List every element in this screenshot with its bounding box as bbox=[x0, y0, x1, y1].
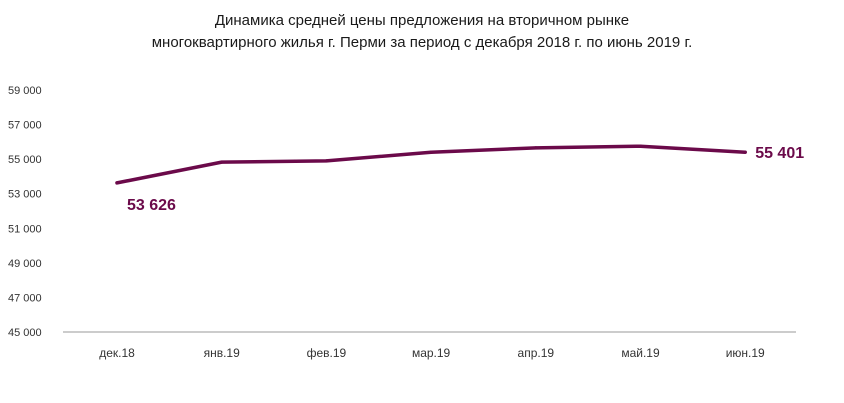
chart-title: Динамика средней цены предложения на вто… bbox=[0, 10, 844, 54]
x-tick-label: дек.18 bbox=[99, 346, 135, 360]
data-point bbox=[638, 144, 643, 148]
data-label: 55 401 bbox=[755, 145, 804, 162]
x-tick-label: май.19 bbox=[621, 346, 660, 360]
y-tick-label: 53 000 bbox=[8, 189, 42, 201]
data-point bbox=[220, 160, 224, 164]
series-layer bbox=[115, 144, 747, 185]
y-tick-label: 59 000 bbox=[8, 85, 42, 97]
y-tick-label: 57 000 bbox=[8, 120, 42, 132]
data-label: 53 626 bbox=[127, 197, 176, 214]
y-tick-label: 45 000 bbox=[8, 327, 42, 339]
x-tick-label: фев.19 bbox=[307, 346, 347, 360]
x-tick-label: апр.19 bbox=[518, 346, 555, 360]
chart-title-line-1: Динамика средней цены предложения на вто… bbox=[214, 12, 630, 29]
data-point bbox=[534, 146, 538, 150]
y-tick-label: 55 000 bbox=[8, 154, 42, 166]
x-tick-label: янв.19 bbox=[204, 346, 241, 360]
y-axis: 45 000 47 000 49 000 51 000 53 000 55 000 57 0… bbox=[8, 85, 42, 339]
x-axis: дек.18 янв.19 фев.19 мар.19 апр.19 май.19 июн.… bbox=[63, 331, 796, 360]
y-tick-label: 47 000 bbox=[8, 292, 42, 304]
data-point bbox=[324, 159, 328, 163]
chart-title-line-2: многоквартирного жилья г. Перми за перио… bbox=[151, 34, 693, 51]
x-tick-label: мар.19 bbox=[412, 346, 451, 360]
data-point bbox=[429, 150, 433, 154]
y-tick-label: 51 000 bbox=[8, 223, 42, 235]
x-tick-label: июн.19 bbox=[726, 346, 765, 360]
data-point bbox=[743, 150, 747, 154]
data-point bbox=[115, 181, 119, 185]
y-tick-label: 49 000 bbox=[8, 258, 42, 270]
data-labels: 53 626 55 401 bbox=[127, 145, 804, 214]
